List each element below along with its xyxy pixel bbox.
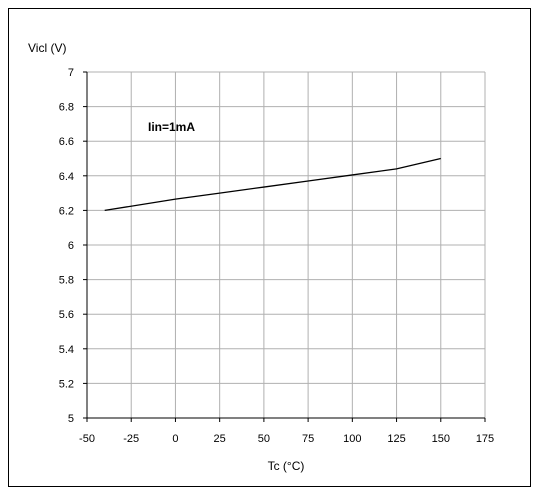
y-tick-label: 5.2: [59, 378, 74, 390]
chart-frame: [8, 8, 531, 487]
x-tick-label: 75: [302, 433, 314, 445]
x-axis-label: Tc (°C): [268, 459, 305, 473]
x-tick-label: 125: [387, 433, 405, 445]
y-tick-label: 6.8: [59, 102, 74, 114]
x-tick-label: 50: [258, 433, 270, 445]
y-tick-label: 5: [68, 413, 74, 425]
x-tick-label: 150: [432, 433, 450, 445]
y-tick-label: 5.4: [59, 344, 74, 356]
x-tick-label: -25: [123, 433, 139, 445]
x-tick-labels: -50 -25 0 25 50 75 100 125 150 175: [79, 433, 494, 445]
y-tick-label: 5.6: [59, 309, 74, 321]
x-tick-label: 25: [214, 433, 226, 445]
series-lines: [104, 157, 441, 212]
y-tick-label: 6.4: [59, 171, 74, 183]
grid-lines: [86, 71, 486, 419]
x-tick-label: 100: [343, 433, 361, 445]
x-tick-label: -50: [79, 433, 95, 445]
y-tick-label: 5.8: [59, 275, 74, 287]
axes: [83, 71, 486, 422]
y-tick-label: 6: [68, 240, 74, 252]
series-line-0: [104, 157, 441, 212]
y-tick-label: 7: [68, 67, 74, 79]
y-tick-label: 6.2: [59, 205, 74, 217]
y-tick-label: 6.6: [59, 136, 74, 148]
x-tick-label: 175: [476, 433, 494, 445]
x-tick-label: 0: [172, 433, 178, 445]
y-axis-label: Vicl (V): [28, 41, 66, 55]
annotation-label: Iin=1mA: [148, 120, 195, 134]
y-tick-labels: 5 5.2 5.4 5.6 5.8 6 6.2 6.4 6.6 6.8 7: [59, 67, 74, 425]
